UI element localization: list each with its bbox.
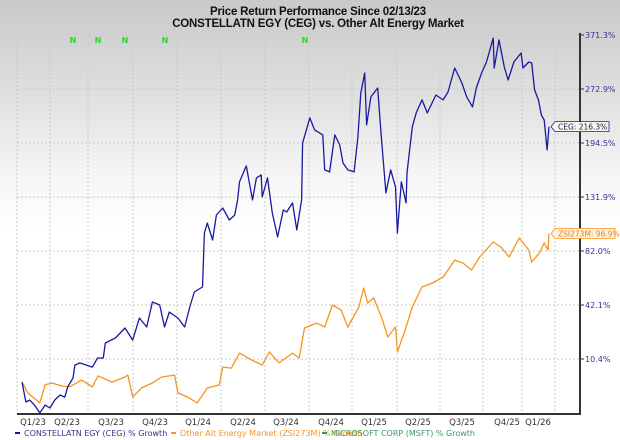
- x-tick-label: Q1/25: [361, 418, 387, 428]
- x-tick-label: Q3/25: [449, 418, 475, 428]
- legend-label: Other Alt Energy Market (ZSI273M) % Grow…: [180, 429, 362, 438]
- callout-text: ZSI273M: 96.9%: [558, 229, 620, 238]
- legend-item[interactable]: MICROSOFT CORP (MSFT) % Growth: [322, 429, 475, 438]
- y-tick-label: 10.4%: [585, 355, 611, 364]
- x-tick-label: Q4/23: [142, 418, 168, 428]
- legend-label: CONSTELLATN EGY (CEG) % Growth: [24, 429, 167, 438]
- callout-box: [550, 228, 616, 239]
- y-tick-label: 131.9%: [585, 193, 616, 202]
- x-tick-label: Q2/24: [230, 418, 256, 428]
- x-axis-ticks: Q1/23 Q2/23 Q3/23 Q4/23 Q1/24 Q2/24 Q3/24 Q4/24…: [20, 418, 551, 428]
- x-tick-label: Q4/25: [494, 418, 520, 428]
- news-marker: N: [95, 36, 102, 45]
- x-tick-label: Q3/24: [273, 418, 299, 428]
- x-tick-label: Q1/26: [525, 418, 551, 428]
- news-marker: N: [302, 36, 309, 45]
- ceg-end-label: CEG: 216.3%: [550, 121, 610, 133]
- legend[interactable]: CONSTELLATN EGY (CEG) % Growth Other Alt …: [15, 429, 475, 438]
- end-value-callouts: CEG: 216.3% ZSI273M: 96.9%: [550, 121, 620, 239]
- legend-swatch: [15, 432, 20, 434]
- x-tick-label: Q2/25: [405, 418, 431, 428]
- legend-swatch: [171, 432, 176, 434]
- y-tick-label: 42.1%: [585, 301, 611, 310]
- x-tick-label: Q4/24: [318, 418, 344, 428]
- legend-label: MICROSOFT CORP (MSFT) % Growth: [331, 429, 475, 438]
- news-marker: N: [122, 36, 129, 45]
- y-tick-label: 194.5%: [585, 139, 616, 148]
- callout-text: CEG: 216.3%: [558, 122, 607, 131]
- news-marker: N: [70, 36, 77, 45]
- x-tick-label: Q3/23: [98, 418, 124, 428]
- legend-swatch: [322, 432, 327, 434]
- y-tick-label: 272.9%: [585, 85, 616, 94]
- chart-subtitle: CONSTELLATN EGY (CEG) vs. Other Alt Ener…: [172, 18, 464, 30]
- series-lines: [21, 37, 550, 414]
- y-tick-label: 82.0%: [585, 247, 611, 256]
- y-axis-ticks: 371.3% 272.9% 194.5% 131.9% 82.0% 42.1% 10.4%: [580, 31, 616, 364]
- ceg-series-line: [21, 37, 550, 414]
- x-tick-label: Q1/24: [185, 418, 211, 428]
- chart-title: Price Return Performance Since 02/13/23: [210, 6, 426, 18]
- legend-item[interactable]: Other Alt Energy Market (ZSI273M) % Grow…: [171, 429, 362, 438]
- x-tick-label: Q2/23: [54, 418, 80, 428]
- zsi273m-end-label: ZSI273M: 96.9%: [550, 228, 620, 239]
- news-marker: N: [162, 36, 169, 45]
- zsi273m-series-line: [21, 233, 550, 404]
- x-tick-label: Q1/23: [20, 418, 46, 428]
- legend-item[interactable]: CONSTELLATN EGY (CEG) % Growth: [15, 429, 167, 438]
- callout-box: [550, 121, 610, 133]
- y-tick-label: 371.3%: [585, 31, 616, 40]
